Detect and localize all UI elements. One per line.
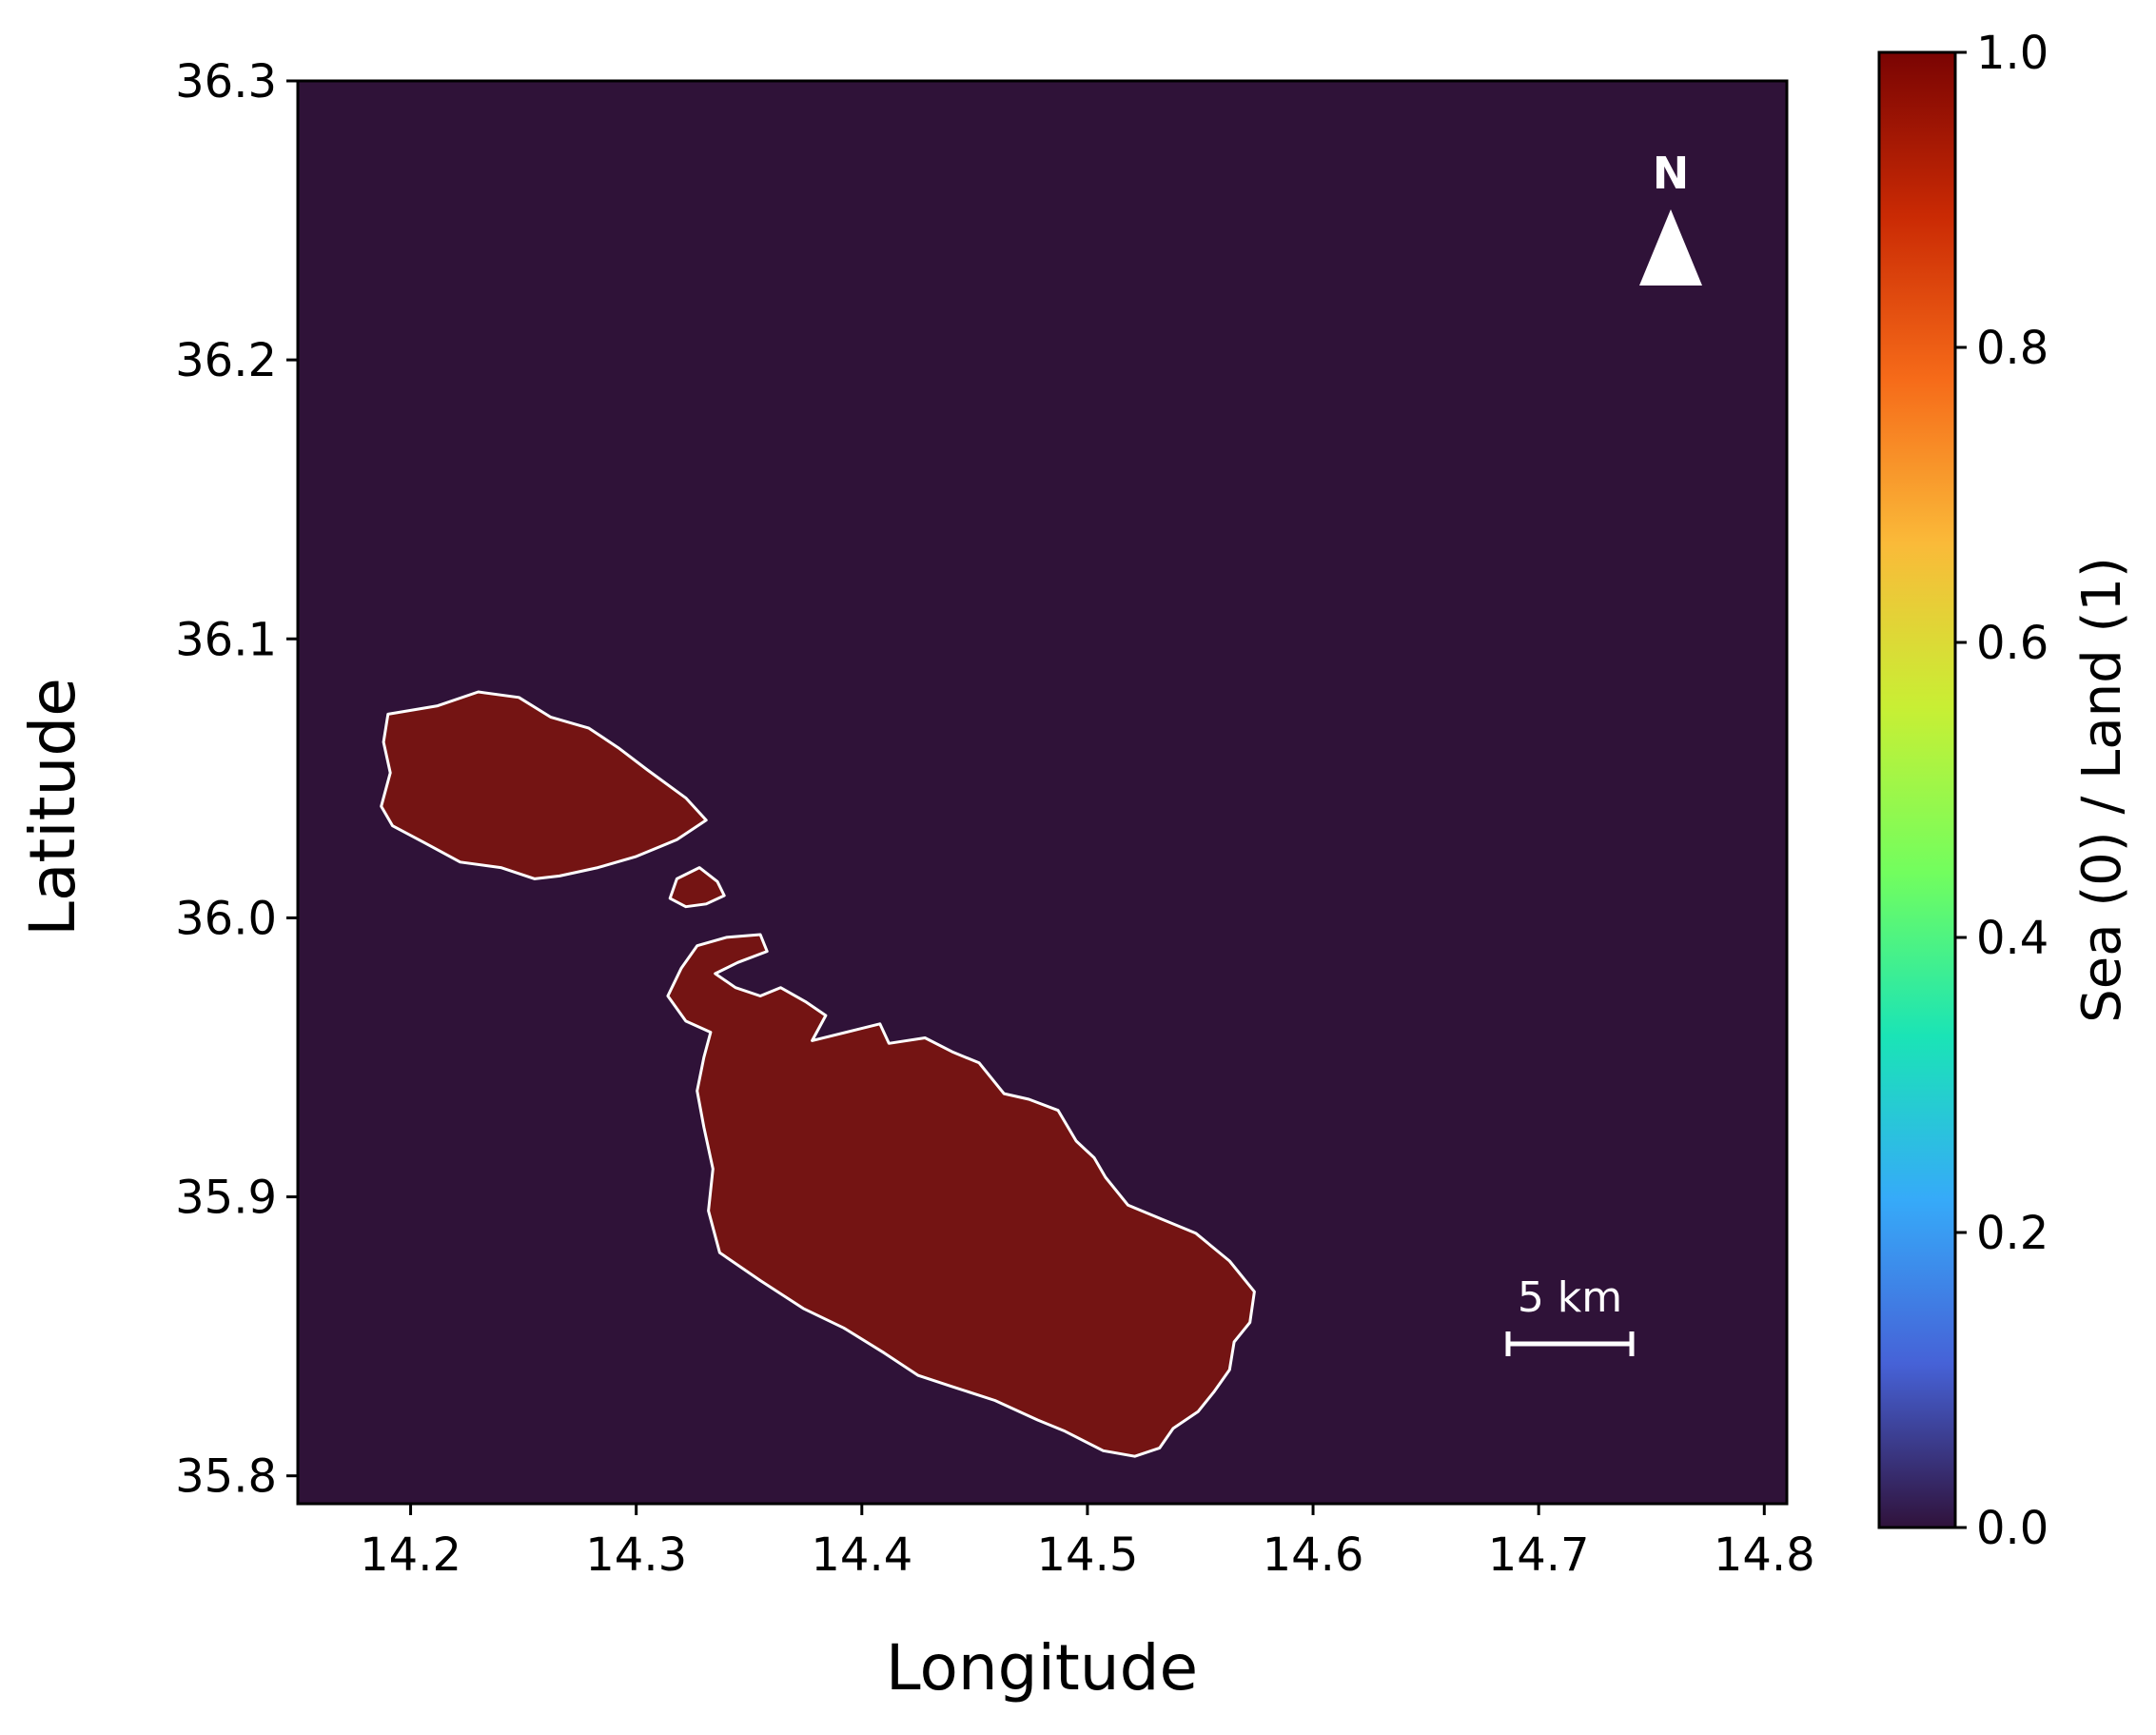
y-tick-label: 35.9 — [175, 1172, 277, 1225]
north-arrow-icon — [1639, 209, 1702, 286]
north-arrow-label: N — [1653, 148, 1690, 199]
colorbar-title: Sea (0) / Land (1) — [2071, 557, 2133, 1023]
colorbar-gradient — [1877, 50, 1957, 1529]
y-tick-label: 36.3 — [175, 55, 277, 108]
colorbar-ticks: 0.0 0.2 0.4 0.6 0.8 1.0 — [1955, 27, 2048, 1555]
x-tick-label: 14.5 — [1036, 1528, 1138, 1582]
island-gozo — [380, 690, 708, 880]
colorbar-tick-label: 1.0 — [1976, 27, 2048, 80]
x-axis-title: Longitude — [886, 1631, 1198, 1705]
y-tick-label: 35.8 — [175, 1450, 277, 1504]
x-tick-label: 14.6 — [1263, 1528, 1364, 1582]
colorbar-tick-label: 0.2 — [1976, 1207, 2048, 1260]
north-arrow: N — [1639, 148, 1702, 286]
island-comino — [668, 866, 726, 909]
colorbar-tick-label: 0.4 — [1976, 912, 2048, 965]
plot-frame — [296, 79, 1789, 1506]
plot-area — [296, 79, 1789, 1506]
x-tick-label: 14.7 — [1488, 1528, 1590, 1582]
x-tick-label: 14.3 — [585, 1528, 687, 1582]
x-tick-label: 14.2 — [360, 1528, 461, 1582]
y-axis-title: Latitude — [16, 678, 89, 937]
colorbar-tick-label: 0.6 — [1976, 617, 2048, 670]
scale-bar: 5 km — [1505, 1273, 1635, 1356]
island-malta — [666, 933, 1256, 1458]
x-tick-label: 14.4 — [811, 1528, 912, 1582]
colorbar-tick-label: 0.8 — [1976, 322, 2048, 375]
y-tick-label: 36.1 — [175, 613, 277, 666]
colorbar-tick-label: 0.0 — [1976, 1502, 2048, 1555]
scale-bar-label: 5 km — [1518, 1273, 1622, 1322]
colorbar: 0.0 0.2 0.4 0.6 0.8 1.0 Sea (0) / Land (1) — [1877, 27, 2133, 1555]
y-tick-label: 36.0 — [175, 892, 277, 945]
y-tick-label: 36.2 — [175, 334, 277, 387]
islands-layer — [380, 690, 1256, 1458]
x-axis-ticks: 14.2 14.3 14.4 14.5 14.6 14.7 14.8 — [360, 1504, 1815, 1582]
x-tick-label: 14.8 — [1714, 1528, 1815, 1582]
y-axis-ticks: 35.8 35.9 36.0 36.1 36.2 36.3 — [175, 55, 298, 1504]
